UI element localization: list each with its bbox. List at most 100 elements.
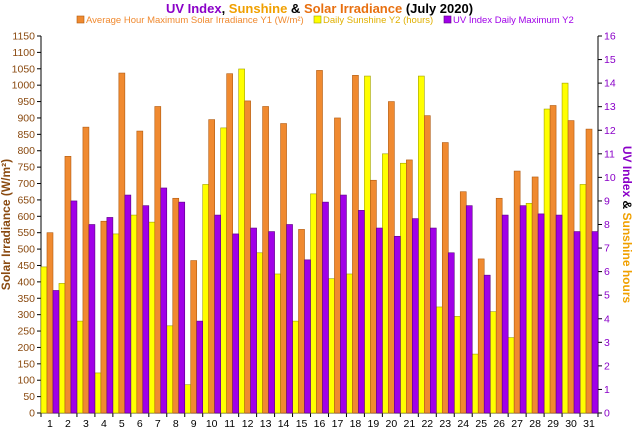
irradiance-bar: [262, 106, 269, 414]
uv-bar: [286, 224, 293, 414]
x-tick-label: 8: [173, 418, 179, 430]
right-axis-title-part: &: [620, 197, 634, 212]
uv-bar: [573, 231, 581, 414]
sunshine-bar: [40, 266, 48, 414]
sunshine-bar: [274, 273, 281, 414]
irradiance-bar: [208, 119, 215, 414]
irradiance-bar: [477, 258, 485, 414]
sunshine-bar: [58, 283, 66, 414]
uv-bar: [394, 235, 401, 414]
uv-bar: [519, 205, 527, 414]
sunshine-bar: [202, 184, 209, 414]
sunshine-bar: [256, 252, 263, 414]
sunshine-bar: [471, 353, 479, 414]
x-tick-label: 19: [368, 418, 380, 430]
uv-bar: [196, 320, 204, 414]
x-tick-label: 21: [403, 418, 415, 430]
left-tick-label: 150: [17, 358, 35, 370]
x-tick-label: 15: [296, 418, 308, 430]
uv-bar: [106, 217, 114, 414]
sunshine-bar: [310, 193, 317, 414]
legend-swatch: [313, 15, 322, 24]
uv-bar: [483, 274, 491, 414]
irradiance-bar: [370, 179, 377, 414]
x-tick-label: 13: [260, 418, 272, 430]
sunshine-bar: [292, 320, 299, 414]
sunshine-bar: [220, 127, 227, 414]
irradiance-bar: [136, 130, 144, 414]
left-tick-label: 750: [17, 162, 35, 174]
left-axis-ticks: 0 50 100 150 200 250 300 350 400 450 500 550 600 650 7…: [12, 31, 41, 420]
x-tick-label: 9: [191, 418, 197, 430]
x-tick-label: 6: [137, 418, 143, 430]
x-tick-label: 14: [278, 418, 290, 430]
x-tick-label: 27: [511, 418, 523, 430]
x-tick-label: 18: [350, 418, 362, 430]
sunshine-bar: [453, 316, 461, 414]
right-tick-label: 11: [604, 148, 615, 160]
irradiance-bar: [46, 232, 54, 414]
left-axis-title: Solar Irradiance (W/m²): [0, 159, 13, 290]
sunshine-bar: [130, 214, 138, 414]
irradiance-bar: [316, 70, 323, 414]
title-part: ,: [222, 1, 229, 16]
right-tick-label: 6: [604, 266, 610, 278]
irradiance-bar: [172, 197, 180, 414]
left-tick-label: 700: [17, 178, 35, 190]
irradiance-bar: [226, 73, 233, 414]
uv-bar: [501, 214, 509, 414]
uv-bar: [591, 231, 599, 414]
left-tick-label: 1050: [12, 63, 36, 75]
x-tick-label: 11: [224, 418, 235, 430]
irradiance-bar: [531, 176, 539, 414]
x-tick-label: 30: [565, 418, 577, 430]
left-tick-label: 1100: [12, 47, 35, 59]
sunshine-bar: [507, 337, 515, 414]
uv-bar: [340, 194, 347, 414]
sunshine-bar: [543, 108, 551, 414]
irradiance-bar: [298, 229, 305, 414]
left-tick-label: 650: [17, 194, 35, 206]
x-tick-label: 20: [386, 418, 398, 430]
legend-label: Average Hour Maximum Solar Irradiance Y1…: [86, 15, 304, 26]
left-tick-label: 600: [17, 211, 35, 223]
irradiance-bar: [244, 100, 251, 414]
x-axis-ticks: 1 2 3 4 5 6 7 8 9 10 11 12 13 14 15 16 17 18 19 20 21 22 23 24 2…: [40, 413, 599, 430]
left-tick-label: 800: [17, 145, 35, 157]
x-tick-label: 25: [475, 418, 487, 430]
left-tick-label: 50: [23, 391, 35, 403]
uv-bar: [358, 210, 365, 414]
left-tick-label: 400: [17, 276, 35, 288]
sunshine-bar: [94, 372, 102, 414]
irradiance-bar: [334, 117, 341, 414]
x-tick-label: 7: [155, 418, 161, 430]
right-tick-label: 10: [604, 172, 616, 184]
right-tick-label: 8: [604, 219, 610, 231]
uv-bar: [250, 227, 257, 414]
sunshine-bar: [184, 384, 192, 414]
uv-bar: [178, 201, 186, 414]
sunshine-bar: [328, 278, 335, 414]
uv-bar: [430, 227, 437, 414]
right-axis-title-part: Sunshine hours: [620, 213, 634, 304]
left-tick-label: 850: [17, 129, 35, 141]
right-tick-label: 14: [604, 78, 616, 90]
irradiance-bar: [388, 101, 395, 414]
sunshine-bar: [112, 233, 120, 414]
uv-bar: [88, 224, 96, 414]
x-tick-label: 5: [119, 418, 125, 430]
sunshine-bar: [400, 162, 407, 414]
right-axis-title-part: UV Index: [620, 146, 634, 198]
uv-bar: [447, 252, 455, 414]
irradiance-bar: [64, 156, 72, 414]
irradiance-bar: [424, 115, 431, 414]
left-tick-label: 1150: [12, 31, 35, 43]
right-tick-label: 13: [604, 101, 616, 113]
uv-bar: [412, 218, 419, 414]
x-tick-label: 17: [332, 418, 344, 430]
irradiance-bar: [549, 105, 557, 414]
sunshine-bar: [579, 184, 587, 414]
title-part: Solar Irradiance: [304, 1, 402, 16]
